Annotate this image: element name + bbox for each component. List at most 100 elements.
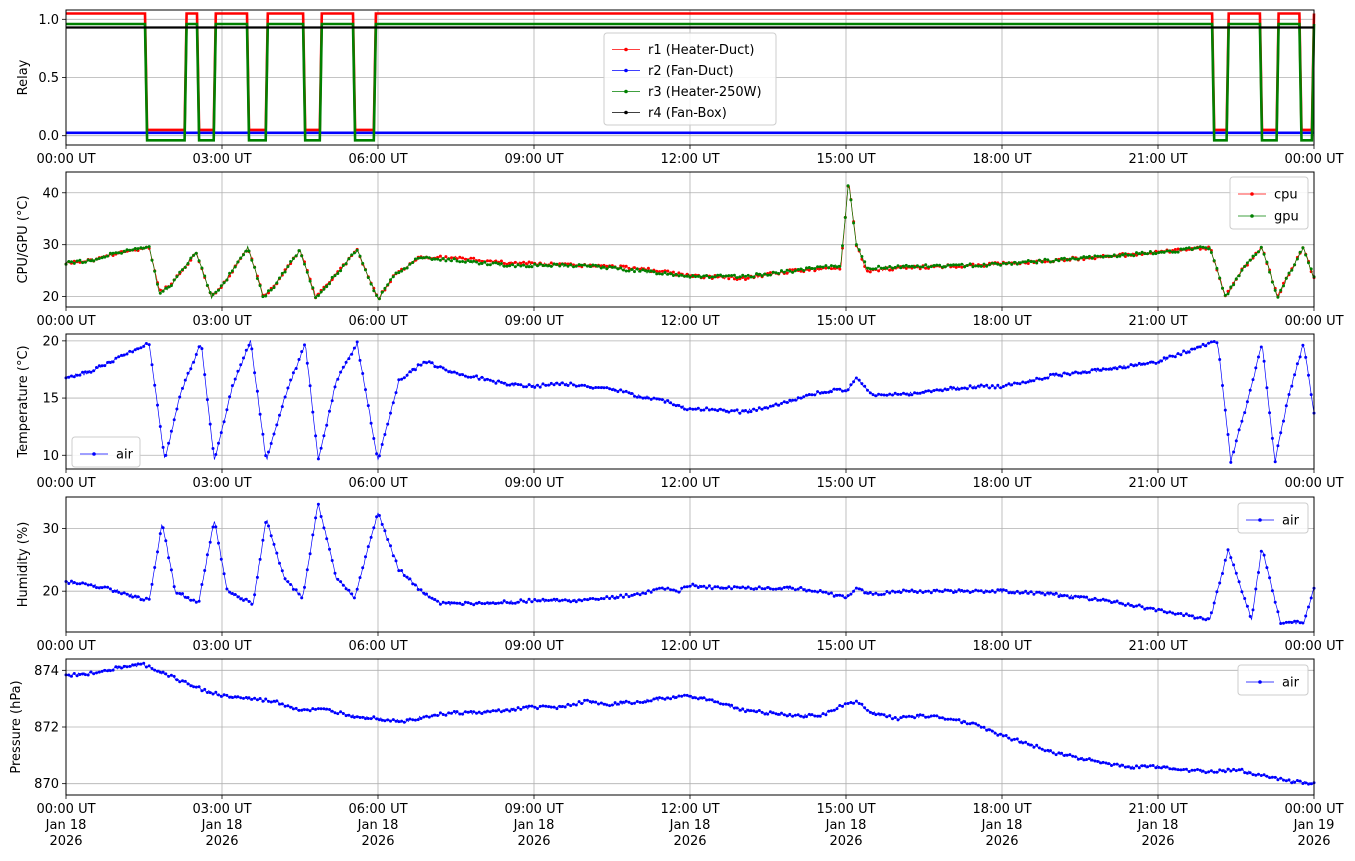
data-point: [433, 598, 437, 601]
data-point: [583, 383, 587, 387]
data-point: [860, 382, 864, 386]
data-point: [413, 368, 417, 372]
data-point: [1085, 758, 1089, 761]
data-point: [1107, 254, 1111, 258]
data-point: [1054, 258, 1058, 262]
data-point: [918, 713, 922, 717]
data-point: [829, 591, 833, 595]
data-point: [741, 585, 745, 589]
data-point: [841, 389, 844, 393]
data-point: [633, 266, 636, 270]
data-point: [477, 600, 481, 604]
data-point: [463, 257, 467, 261]
x-tick-label: 03:00 UT: [192, 802, 251, 817]
data-point: [782, 713, 786, 717]
data-point: [1254, 773, 1258, 777]
data-point: [247, 343, 251, 347]
data-point: [494, 602, 498, 605]
data-point: [541, 382, 545, 386]
data-point: [1054, 591, 1058, 595]
data-point: [455, 601, 459, 605]
data-point: [330, 559, 334, 562]
data-point: [203, 687, 207, 691]
data-point: [286, 265, 290, 269]
data-point: [380, 290, 384, 294]
data-point: [294, 254, 298, 258]
data-point: [580, 263, 584, 267]
data-point: [788, 712, 792, 716]
data-point: [247, 696, 251, 700]
data-point: [189, 598, 193, 602]
data-point: [502, 599, 506, 603]
data-point: [308, 552, 312, 556]
data-point: [322, 526, 326, 530]
data-point: [416, 363, 420, 367]
data-point: [1015, 737, 1019, 741]
data-point: [885, 590, 889, 593]
data-point: [70, 374, 73, 378]
data-point: [813, 269, 817, 273]
data-point: [968, 262, 972, 266]
data-point: [1062, 593, 1066, 597]
data-point: [250, 347, 254, 351]
data-point: [1001, 588, 1005, 592]
data-point: [810, 589, 814, 593]
data-point: [289, 378, 293, 382]
data-point: [133, 247, 137, 250]
data-point: [871, 712, 875, 715]
data-point: [316, 457, 320, 461]
data-point: [364, 717, 367, 721]
data-point: [641, 701, 645, 704]
data-point: [1013, 737, 1016, 741]
data-point: [1123, 252, 1127, 256]
data-point: [1040, 260, 1044, 264]
data-point: [1065, 372, 1069, 376]
data-point: [971, 386, 975, 390]
data-point: [766, 406, 770, 410]
data-point: [544, 383, 548, 387]
data-point: [397, 378, 401, 382]
data-point: [289, 260, 293, 263]
data-point: [777, 272, 781, 275]
data-point: [805, 266, 808, 270]
data-point: [314, 296, 318, 299]
data-point: [261, 538, 265, 542]
data-point: [572, 383, 575, 387]
data-point: [1226, 548, 1230, 552]
data-point: [666, 696, 670, 700]
x-tick-label: 00:00 UT: [1284, 314, 1343, 329]
data-point: [1051, 592, 1055, 596]
data-point: [488, 378, 492, 382]
data-point: [746, 410, 750, 414]
data-point: [963, 720, 967, 724]
data-point: [774, 402, 778, 406]
legend-label: air: [1282, 514, 1300, 529]
data-point: [719, 586, 722, 590]
data-point: [768, 587, 772, 591]
data-point: [222, 281, 226, 285]
data-point: [311, 533, 315, 537]
data-point: [877, 712, 881, 716]
data-point: [1068, 753, 1072, 757]
data-point: [768, 710, 772, 714]
data-point: [602, 702, 606, 706]
data-point: [391, 275, 395, 279]
data-point: [721, 586, 725, 590]
data-point: [960, 262, 964, 266]
data-point: [549, 705, 553, 709]
data-point: [200, 347, 204, 351]
data-point: [244, 696, 248, 699]
data-point: [1240, 590, 1244, 594]
data-point: [169, 284, 173, 288]
data-point: [619, 700, 623, 704]
data-point: [358, 576, 362, 580]
data-point: [178, 395, 182, 399]
data-point: [1123, 366, 1127, 370]
data-point: [1148, 606, 1152, 610]
data-point: [1129, 766, 1133, 770]
data-point: [746, 708, 750, 712]
data-point: [730, 587, 734, 591]
x-tick-year: 2026: [673, 834, 706, 849]
legend-label: cpu: [1274, 188, 1298, 203]
data-point: [522, 260, 526, 264]
